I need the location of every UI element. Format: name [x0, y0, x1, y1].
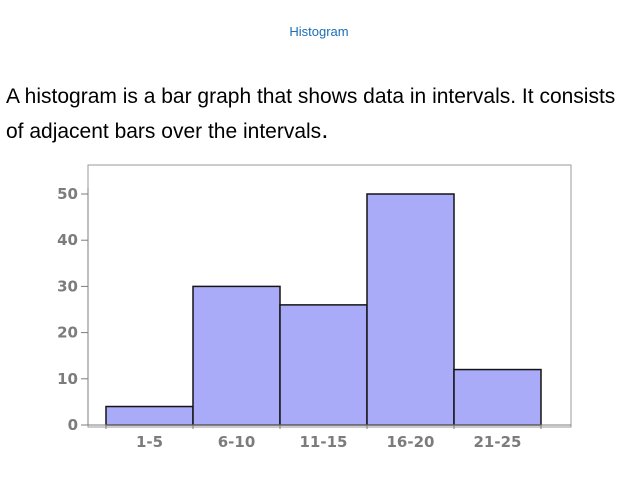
histogram-bar	[453, 368, 542, 426]
histogram-bar	[366, 193, 455, 426]
x-tick-label: 16-20	[387, 433, 435, 451]
y-tick-label: 40	[57, 231, 78, 249]
histogram-bar	[105, 405, 194, 426]
y-tick-label: 30	[57, 277, 78, 295]
y-tick-label: 10	[57, 370, 78, 388]
description-text: A histogram is a bar graph that shows da…	[6, 80, 632, 148]
description-period: .	[321, 114, 329, 144]
x-tick-label: 6-10	[218, 433, 256, 451]
y-tick-label: 20	[57, 324, 78, 342]
y-tick-label: 50	[57, 185, 78, 203]
x-tick-label: 1-5	[136, 433, 163, 451]
page-title: Histogram	[289, 24, 349, 39]
y-axis: 0 10 20 30 40 50	[57, 185, 89, 434]
histogram-bar	[279, 304, 368, 426]
x-tick-label: 11-15	[300, 433, 348, 451]
histogram-bar	[192, 285, 281, 426]
histogram-bars	[105, 193, 542, 426]
description-body: A histogram is a bar graph that shows da…	[6, 85, 616, 143]
x-axis: 1-5 6-10 11-15 16-20 21-25	[88, 424, 571, 451]
y-tick-label: 0	[68, 416, 78, 434]
x-tick-label: 21-25	[474, 433, 522, 451]
